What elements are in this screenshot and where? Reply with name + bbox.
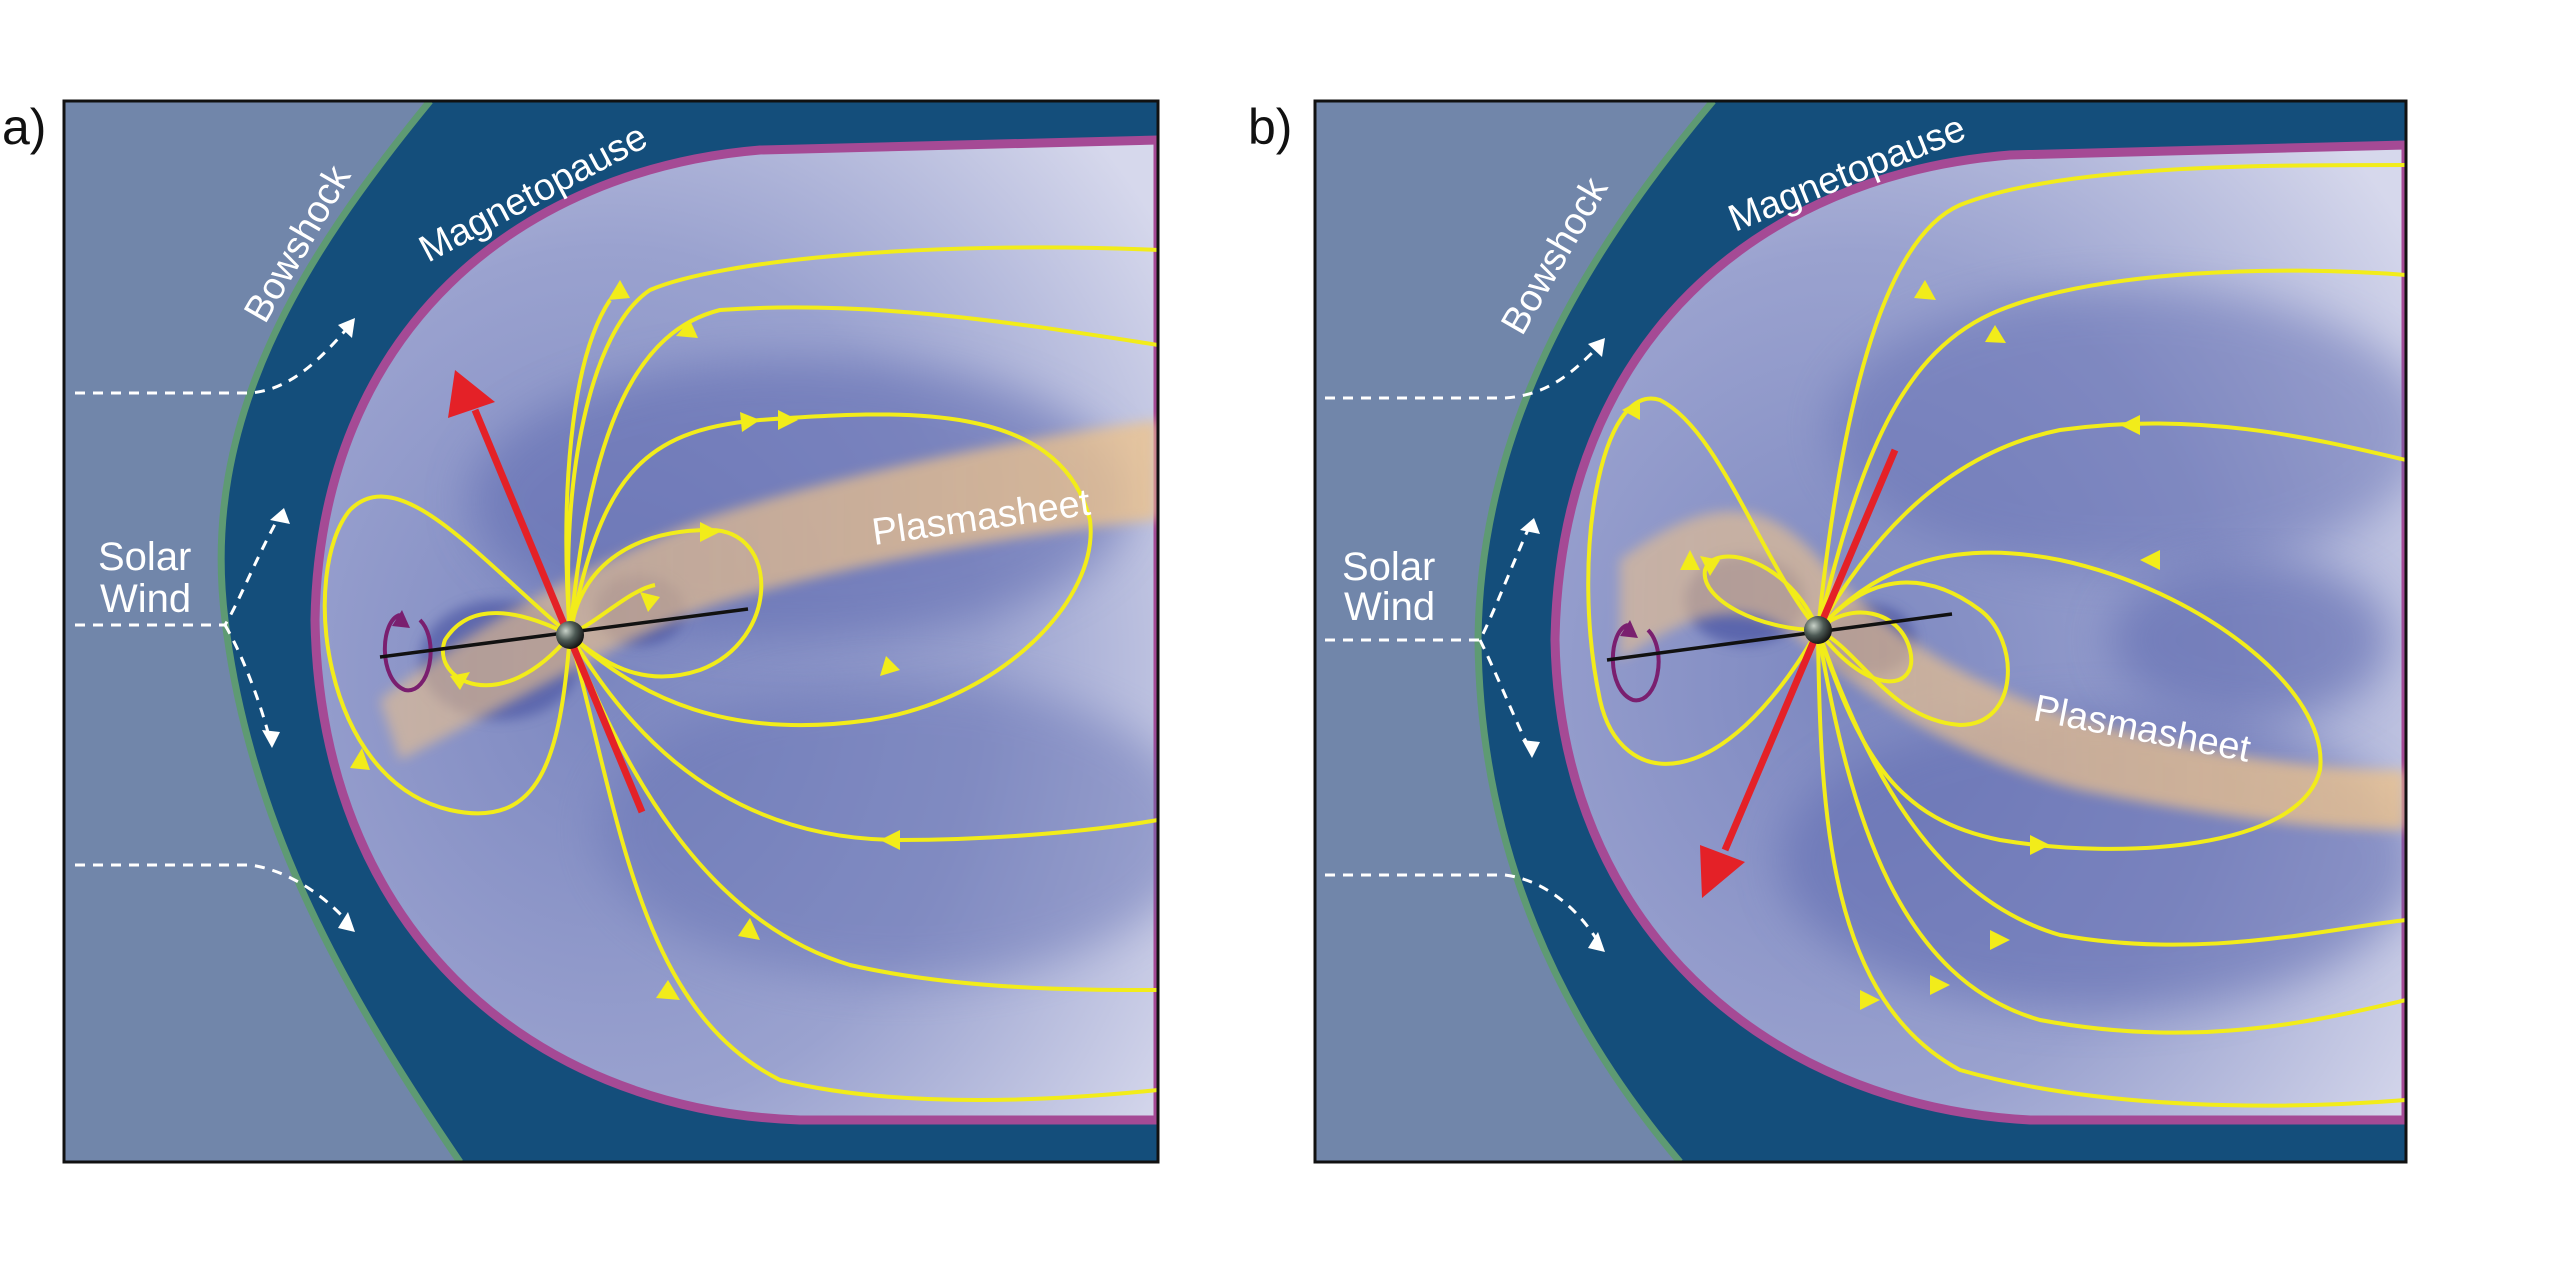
panel-a-solar-wind-label-2: Wind <box>100 577 191 621</box>
panel-b-field-lines <box>1586 163 2406 1108</box>
panel-b-flow-arrows <box>1520 338 1605 952</box>
panel-a-letter: a) <box>2 99 47 155</box>
panel-b-rotation-arrow <box>1610 623 1661 703</box>
panel-a-planet <box>556 621 584 649</box>
panel-b-dipole-axis <box>1721 448 1899 852</box>
panel-a-solar-wind-label-1: Solar <box>98 535 191 579</box>
panel-a-dipole-axis <box>471 408 646 814</box>
panel-b-rotation-axis <box>1606 612 1953 662</box>
panel-a-dipole-arrowhead <box>448 370 495 418</box>
panel-a-field-arrows <box>350 280 900 1000</box>
panel-a-bowshock-line <box>217 101 463 1162</box>
panel-b-letter: b) <box>1248 99 1293 155</box>
panel-b-plasmasheet-band <box>1620 511 2406 830</box>
panel-b-planet <box>1804 616 1832 644</box>
panel-a-rotation-arrow <box>382 613 433 693</box>
panel-a-frame <box>62 99 1160 1164</box>
panel-a-plasmasheet-band <box>380 420 1158 760</box>
panel-b-solar-wind-flow <box>1325 343 1602 946</box>
panel-a-solar-wind-flow <box>75 324 352 926</box>
panel-b: Bowshock Magnetopause Solar Wind Plasmas… <box>1315 101 2406 1162</box>
panel-b-solar-wind-label-2: Wind <box>1344 585 1435 629</box>
panel-b-frame <box>1313 99 2408 1164</box>
panel-a-flow-arrows <box>262 318 355 932</box>
panel-b-dipole-arrowhead <box>1700 845 1745 898</box>
panel-a: Bowshock Magnetopause Solar Wind Plasmas… <box>64 101 1158 1162</box>
panel-b-solar-wind-label-1: Solar <box>1342 545 1435 589</box>
panel-b-field-arrows <box>1622 280 2160 1010</box>
